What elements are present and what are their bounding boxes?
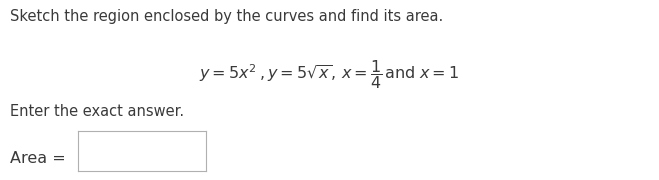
- Text: $y = 5x^2\,,y = 5\sqrt{x},\,x = \dfrac{1}{4}\,\mathrm{and}\;x = 1$: $y = 5x^2\,,y = 5\sqrt{x},\,x = \dfrac{1…: [200, 58, 459, 91]
- Text: Enter the exact answer.: Enter the exact answer.: [10, 104, 184, 119]
- Text: Area =: Area =: [10, 151, 66, 166]
- Text: Sketch the region enclosed by the curves and find its area.: Sketch the region enclosed by the curves…: [10, 9, 443, 24]
